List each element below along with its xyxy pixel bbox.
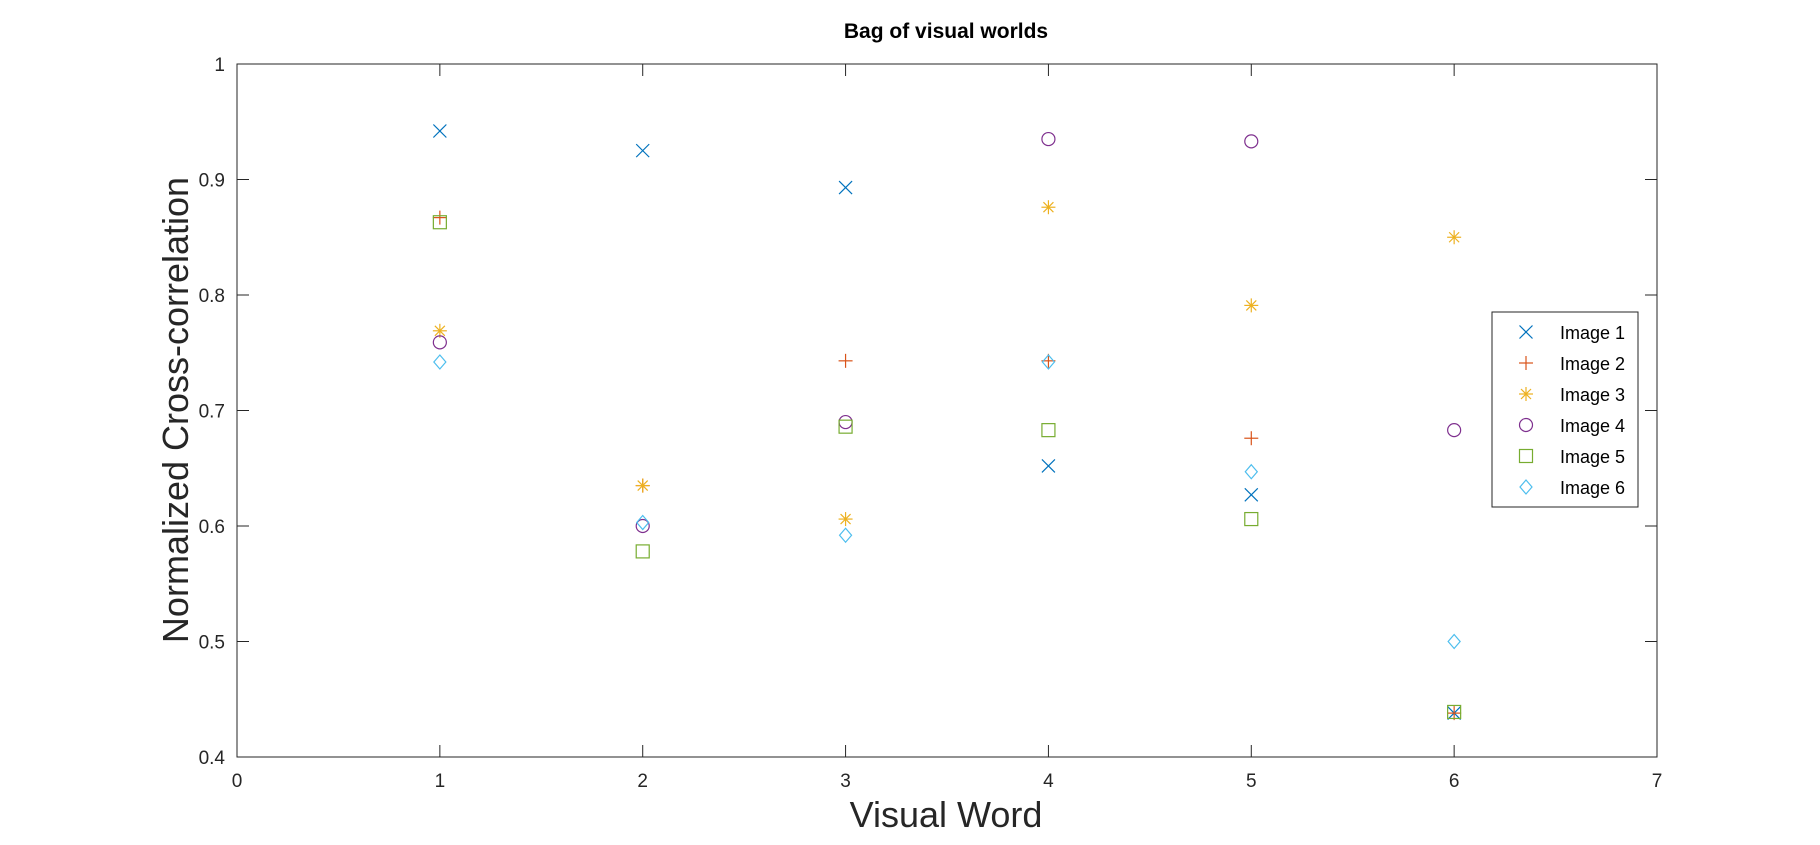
- legend-marker: [1519, 325, 1533, 339]
- data-point: [1447, 423, 1462, 438]
- legend-label: Image 4: [1560, 416, 1625, 436]
- data-markers: [432, 124, 1462, 721]
- x-axis-ticks: 0 1 2 3 4 5 6 7: [232, 64, 1663, 792]
- data-point: [1041, 354, 1056, 370]
- legend-label: Image 3: [1560, 385, 1625, 405]
- data-point: [1244, 298, 1259, 313]
- y-tick-label: 0.9: [199, 171, 225, 192]
- chart-title: Bag of visual worlds: [844, 20, 1048, 43]
- legend-box: [1491, 311, 1639, 508]
- x-tick-label: 0: [232, 771, 243, 792]
- y-axis-ticks: 0.4 0.5 0.6 0.7 0.8 0.9 1: [199, 55, 1657, 769]
- legend-marker: [1519, 387, 1533, 401]
- data-point: [1244, 511, 1259, 527]
- data-point: [432, 335, 447, 350]
- data-point: [1447, 704, 1462, 720]
- data-point: [1244, 463, 1259, 480]
- y-tick-label: 0.8: [199, 286, 225, 307]
- data-point: [838, 180, 853, 195]
- data-point: [635, 544, 650, 559]
- x-axis-label: Visual Word: [850, 794, 1043, 835]
- y-tick-label: 0.7: [199, 402, 225, 423]
- y-tick-label: 0.5: [199, 633, 225, 654]
- data-point: [635, 143, 650, 158]
- x-tick-label: 4: [1043, 771, 1054, 792]
- data-point: [432, 215, 447, 230]
- legend: Image 1 Image 2 Image 3 Image 4 Image 5 Image…: [1491, 311, 1639, 508]
- data-point: [838, 512, 853, 527]
- legend-marker: [1518, 448, 1534, 464]
- legend-label: Image 5: [1560, 447, 1625, 467]
- data-point: [1244, 487, 1259, 502]
- data-point: [1244, 431, 1259, 446]
- plot-area: [236, 63, 1658, 758]
- x-tick-label: 5: [1246, 771, 1257, 792]
- y-tick-label: 0.4: [199, 748, 226, 769]
- legend-marker: [1518, 417, 1534, 433]
- legend-marker: [1519, 356, 1533, 370]
- data-point: [635, 514, 650, 531]
- x-tick-label: 2: [637, 771, 648, 792]
- data-point: [432, 124, 447, 138]
- x-tick-label: 3: [840, 771, 851, 792]
- data-point: [838, 353, 853, 368]
- y-tick-label: 1: [214, 55, 225, 76]
- y-tick-label: 0.6: [199, 517, 225, 538]
- y-axis-label: Normalized Cross-correlation: [155, 177, 196, 643]
- data-point: [1041, 200, 1056, 215]
- legend-label: Image 6: [1560, 478, 1625, 498]
- data-point: [635, 518, 650, 534]
- data-point: [838, 527, 853, 544]
- data-point: [432, 210, 447, 225]
- data-point: [1041, 131, 1056, 147]
- data-point: [1244, 134, 1259, 149]
- data-point: [1447, 633, 1461, 650]
- x-tick-label: 1: [435, 771, 446, 792]
- data-point: [1447, 706, 1462, 721]
- data-point: [1447, 230, 1462, 245]
- legend-label: Image 1: [1560, 323, 1625, 343]
- x-tick-label: 6: [1449, 771, 1460, 792]
- legend-marker: [1519, 479, 1533, 495]
- data-point: [635, 478, 650, 493]
- x-tick-label: 7: [1652, 771, 1663, 792]
- legend-label: Image 2: [1560, 354, 1625, 374]
- data-point: [433, 354, 447, 370]
- data-point: [1041, 459, 1056, 473]
- data-point: [838, 419, 853, 434]
- data-point: [1041, 423, 1056, 438]
